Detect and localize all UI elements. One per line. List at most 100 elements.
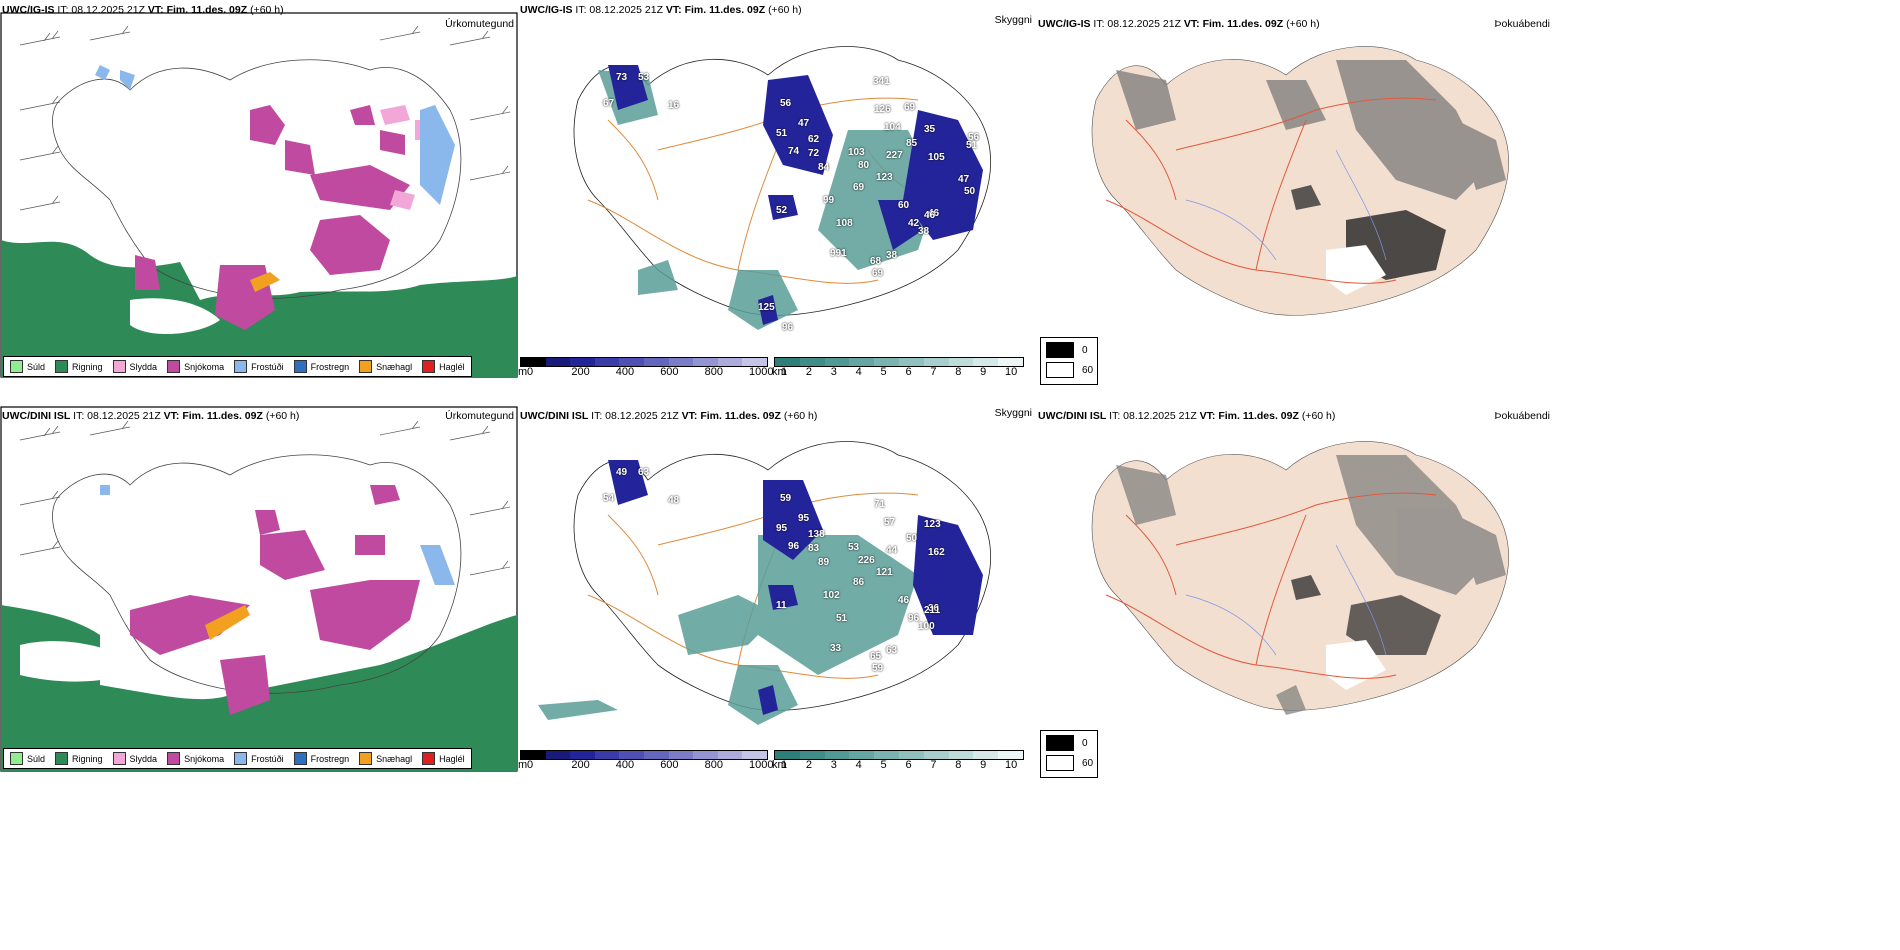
snowdepth-value: 105 — [928, 152, 945, 163]
legend-swatch — [55, 360, 69, 373]
snow-pellets-area — [205, 605, 250, 640]
legend-item-6: Snæhagl — [359, 360, 412, 373]
snowdepth-value: 95 — [798, 513, 810, 524]
cbar-segment — [545, 358, 571, 366]
visibility-colorbar-tick: 3 — [830, 366, 837, 378]
snowdepth-colorbar-tick: 400 — [615, 366, 635, 378]
cbar-segment — [545, 751, 571, 759]
snowdepth-value: 52 — [776, 205, 788, 216]
snowdepth-value: 53 — [638, 72, 650, 83]
snowdepth-value: 36 — [928, 603, 940, 614]
cbar-segment — [594, 358, 620, 366]
snowdepth-value: 72 — [808, 148, 820, 159]
snowdepth-value: 226 — [858, 555, 875, 566]
model-name: UWC/IG-IS — [2, 4, 55, 16]
init-time: IT: 08.12.2025 21Z — [57, 4, 145, 16]
cbar-segment — [998, 358, 1023, 366]
snowdepth-value: 89 — [818, 557, 830, 568]
cbar-segment — [775, 358, 800, 366]
snowdepth-value: 71 — [874, 499, 886, 510]
snowdepth-value: 50 — [906, 533, 918, 544]
snowdepth-value: 63 — [886, 645, 898, 656]
snowdepth-value: 95 — [776, 523, 788, 534]
init-time: IT: 08.12.2025 21Z — [1109, 410, 1197, 422]
precip-panel-row2: UWC/DINI ISL IT: 08.12.2025 21Z VT: Fim.… — [0, 395, 520, 773]
cbar-segment — [898, 751, 924, 759]
snowdepth-value: 99 — [823, 195, 835, 206]
lead-time: (+60 h) — [768, 4, 802, 16]
snowdepth-value: 211 — [924, 605, 941, 616]
cbar-segment — [799, 358, 825, 366]
snowdepth-value: 60 — [898, 200, 910, 211]
snowdepth-value: 51 — [966, 140, 978, 151]
snowdepth-colorbar-unit: m — [518, 366, 528, 378]
legend-swatch — [234, 752, 248, 765]
legend-swatch — [10, 752, 23, 765]
snowdepth-value: 51 — [836, 613, 848, 624]
fog-title: Þokuábendi — [1494, 18, 1550, 30]
visibility-colorbar — [774, 750, 1024, 760]
iceland-outline — [573, 46, 992, 316]
snowdepth-value: 47 — [958, 174, 970, 185]
snowdepth-value: 103 — [848, 147, 865, 158]
legend-swatch — [167, 360, 181, 373]
snowdepth-value: 59 — [872, 663, 884, 674]
snowdepth-value: 73 — [616, 72, 628, 83]
snowdepth-colorbar-tick: 600 — [660, 759, 679, 771]
cbar-segment — [521, 751, 546, 759]
vt-label: VT: — [1183, 18, 1200, 30]
snowdepth-value: 54 — [603, 493, 615, 504]
lead-time: (+60 h) — [250, 4, 284, 16]
snowdepth-value: 162 — [928, 547, 945, 558]
lead-time: (+60 h) — [1301, 410, 1336, 422]
legend-swatch — [422, 360, 436, 373]
iceland-outline — [52, 59, 462, 299]
snowdepth-value: 123 — [924, 519, 941, 530]
fog-panel-row1: UWC/IG-IS IT: 08.12.2025 21Z VT: Fim. 11… — [1036, 0, 1556, 378]
fog-panel-row2: UWC/DINI ISL IT: 08.12.2025 21Z VT: Fim.… — [1036, 395, 1556, 773]
fog-map-row1 — [1091, 46, 1509, 316]
visibility-colorbar-tick: 1 — [781, 366, 788, 378]
snowdepth-value: 86 — [853, 577, 865, 588]
snowdepth-colorbar-tick: 0 — [527, 759, 534, 771]
legend-item-2: Slydda — [112, 752, 158, 765]
valid-time: Fim. 11.des. 09Z — [1202, 18, 1284, 30]
model-name: UWC/DINI ISL — [520, 410, 589, 422]
snowdepth-colorbar-tick: 600 — [660, 366, 679, 378]
cbar-segment — [849, 358, 875, 366]
rivers — [1185, 544, 1387, 656]
snowdepth-value: 62 — [808, 134, 820, 145]
cbar-segment — [521, 358, 546, 366]
legend-item-4: Frostúði — [234, 360, 284, 373]
legend-label: Slydda — [129, 753, 158, 764]
snowdepth-value: 126 — [874, 104, 891, 115]
snowdepth-value: 69 — [904, 102, 916, 113]
snowdepth-areas — [608, 65, 983, 325]
snowdepth-value: 50 — [964, 186, 976, 197]
lead-time: (+60 h) — [1286, 18, 1320, 30]
visibility-colorbar-unit: km — [772, 366, 787, 378]
visibility-colorbar-tick: 1 — [781, 759, 788, 771]
cbar-segment — [570, 358, 595, 366]
legend-item-3: Snjókoma — [167, 752, 224, 765]
vis-title: Skyggni — [994, 14, 1032, 26]
init-time: IT: 08.12.2025 21Z — [1093, 18, 1181, 30]
visibility-colorbar-tick: 7 — [930, 366, 937, 378]
cbar-segment — [594, 751, 620, 759]
lead-time: (+60 h) — [783, 410, 818, 422]
fog-legend-item: 0 — [1046, 342, 1088, 358]
header-row1-snowvis: UWC/IG-IS IT: 08.12.2025 21Z VT: Fim. 11… — [520, 4, 802, 16]
init-time: IT: 08.12.2025 21Z — [575, 4, 663, 16]
cbar-segment — [570, 751, 595, 759]
legend-item-3: Snjókoma — [167, 360, 224, 373]
snowdepth-value: 46 — [898, 595, 910, 606]
snowvis-map-row1 — [573, 46, 992, 330]
vt-label: VT: — [147, 4, 164, 16]
precip-map-row1 — [0, 12, 518, 378]
legend-label: Súld — [27, 361, 46, 372]
cbar-segment — [668, 751, 694, 759]
snowdepth-colorbar-tick: 800 — [704, 366, 723, 378]
model-name: UWC/DINI ISL — [1038, 410, 1107, 422]
cbar-segment — [973, 751, 999, 759]
visibility-colorbar-tick: 4 — [855, 759, 862, 771]
